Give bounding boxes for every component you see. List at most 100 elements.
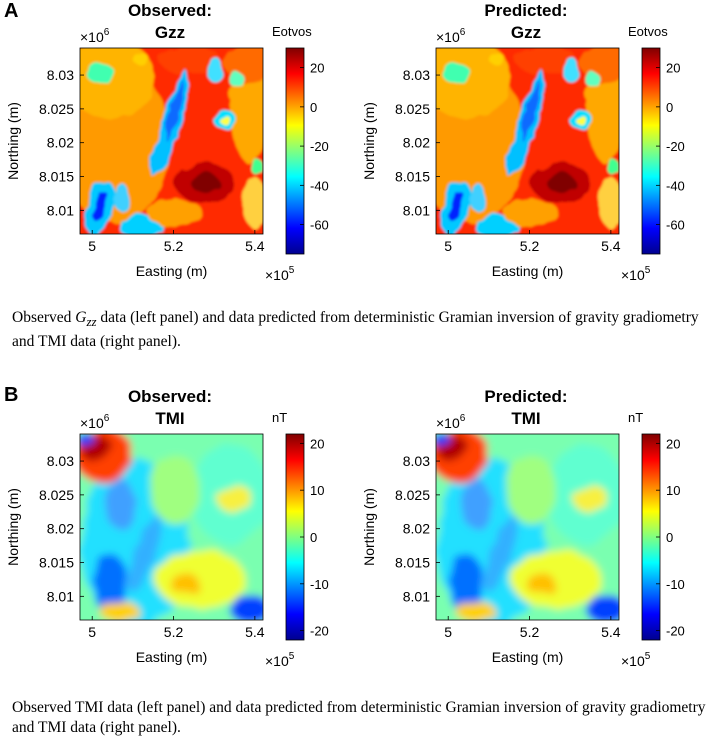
- colorbar-label: Eotvos: [628, 24, 668, 39]
- y-tick-label: 8.02: [403, 135, 430, 151]
- colorbar-tick-label: 20: [666, 61, 680, 76]
- x-tick-label: 5.2: [164, 238, 184, 254]
- x-axis-multiplier: ×105: [621, 265, 651, 283]
- y-tick-label: 8.03: [47, 67, 74, 83]
- panel-a-right-title-line1: Predicted:: [484, 1, 568, 20]
- colorbar-tick-label: 20: [310, 61, 324, 76]
- y-tick-label: 8.02: [403, 521, 430, 537]
- colorbar-label: Eotvos: [272, 24, 312, 39]
- colorbar-tick-label: -40: [310, 178, 329, 193]
- x-tick-label: 5: [88, 238, 96, 254]
- y-tick-label: 8.02: [47, 521, 74, 537]
- heatmap-predicted-tmi: 5 5.2 5.4 8.03 8.025 8.02 8.015 8.01 ×106 ×105 Eas…: [356, 406, 712, 686]
- x-axis-label: Easting (m): [136, 263, 208, 279]
- caption-a-prefix: Observed: [12, 309, 76, 326]
- y-axis-label: Northing (m): [361, 488, 377, 566]
- y-tick-label: 8.015: [39, 169, 74, 185]
- colorbar-tick-label: -20: [310, 624, 329, 639]
- x-tick-label: 5.4: [245, 238, 265, 254]
- y-tick-label: 8.015: [39, 555, 74, 571]
- panel-b-right-title: Predicted: TMI: [426, 386, 626, 430]
- colorbar-tick-label: 0: [666, 530, 673, 545]
- caption-a-symbol: G: [75, 309, 87, 326]
- x-tick-label: 5.2: [520, 238, 540, 254]
- y-tick-label: 8.025: [39, 101, 74, 117]
- x-tick-label: 5.4: [245, 624, 265, 640]
- y-tick-label: 8.025: [395, 101, 430, 117]
- panel-a-left-title-line2: Gzz: [154, 23, 186, 42]
- figure-a-caption: Observed Gzz data (left panel) and data …: [12, 308, 718, 352]
- plot-frame: [79, 47, 264, 235]
- plot-frame: [435, 47, 620, 235]
- figure-b-caption: Observed TMI data (left panel) and data …: [12, 699, 706, 736]
- y-tick-label: 8.01: [403, 588, 430, 604]
- y-axis-label: Northing (m): [361, 102, 377, 180]
- plot-frame: [79, 433, 264, 621]
- y-axis-multiplier: ×106: [436, 27, 466, 45]
- colorbar-tick-label: -20: [310, 139, 329, 154]
- colorbar-tick-label: 0: [310, 100, 317, 115]
- x-axis-multiplier: ×105: [265, 651, 295, 669]
- colorbar-tick-label: 0: [310, 530, 317, 545]
- caption-a-subscript: zz: [86, 314, 97, 330]
- colorbar: [641, 47, 661, 255]
- colorbar-tick-label: 10: [666, 483, 680, 498]
- y-tick-label: 8.015: [395, 169, 430, 185]
- colorbar-tick-label: 20: [310, 436, 324, 451]
- heatmap-observed-gzz: 5 5.2 5.4 8.03 8.025 8.02 8.015 8.01 ×106 ×105 Eas…: [0, 20, 356, 300]
- panel-b-right-title-line1: Predicted:: [484, 387, 568, 406]
- panel-b-right-title-line2: TMI: [511, 409, 541, 428]
- x-tick-label: 5: [88, 624, 96, 640]
- x-tick-label: 5.4: [601, 238, 621, 254]
- panel-a-right-title-line2: Gzz: [510, 23, 542, 42]
- y-tick-label: 8.03: [403, 453, 430, 469]
- x-tick-label: 5.4: [601, 624, 621, 640]
- colorbar-tick-label: 0: [666, 100, 673, 115]
- x-tick-label: 5: [444, 238, 452, 254]
- colorbar-tick-label: -60: [310, 218, 329, 233]
- caption-a-text: data (left panel) and data predicted fro…: [12, 309, 699, 351]
- y-tick-label: 8.015: [395, 555, 430, 571]
- colorbar-tick-label: -20: [666, 139, 685, 154]
- figure-b-label: B: [4, 384, 19, 406]
- panel-b-left-title-line2: TMI: [155, 409, 185, 428]
- y-axis-multiplier: ×106: [436, 413, 466, 431]
- colorbar-tick-label: -20: [666, 624, 685, 639]
- heatmap-predicted-gzz: 5 5.2 5.4 8.03 8.025 8.02 8.015 8.01 ×106 ×105 Eas…: [356, 20, 712, 300]
- x-tick-label: 5.2: [164, 624, 184, 640]
- y-tick-label: 8.02: [47, 135, 74, 151]
- colorbar-tick-label: -10: [310, 577, 329, 592]
- y-axis-label: Northing (m): [5, 488, 21, 566]
- figure-a-label: A: [4, 0, 19, 22]
- y-tick-label: 8.025: [39, 487, 74, 503]
- y-tick-label: 8.01: [47, 588, 74, 604]
- colorbar-tick-label: 10: [310, 483, 324, 498]
- x-axis-multiplier: ×105: [621, 651, 651, 669]
- colorbar-label: nT: [628, 410, 643, 425]
- colorbar-tick-label: -40: [666, 178, 685, 193]
- x-axis-label: Easting (m): [136, 649, 208, 665]
- colorbar-tick-label: -10: [666, 577, 685, 592]
- x-axis-label: Easting (m): [492, 263, 564, 279]
- panel-a-left-title-line1: Observed:: [127, 1, 213, 20]
- panel-b-left-title: Observed: TMI: [70, 386, 270, 430]
- x-tick-label: 5.2: [520, 624, 540, 640]
- colorbar-tick-label: 20: [666, 436, 680, 451]
- colorbar-label: nT: [272, 410, 287, 425]
- colorbar-tick-label: -60: [666, 218, 685, 233]
- y-axis-multiplier: ×106: [80, 27, 110, 45]
- plot-frame: [435, 433, 620, 621]
- y-tick-label: 8.01: [47, 202, 74, 218]
- panel-a-right-title: Predicted: Gzz: [426, 0, 626, 44]
- y-tick-label: 8.01: [403, 202, 430, 218]
- colorbar: [285, 47, 305, 255]
- y-axis-label: Northing (m): [5, 102, 21, 180]
- y-tick-label: 8.025: [395, 487, 430, 503]
- y-tick-label: 8.03: [403, 67, 430, 83]
- panel-a-left-title: Observed: Gzz: [70, 0, 270, 44]
- y-axis-multiplier: ×106: [80, 413, 110, 431]
- x-tick-label: 5: [444, 624, 452, 640]
- y-tick-label: 8.03: [47, 453, 74, 469]
- x-axis-label: Easting (m): [492, 649, 564, 665]
- heatmap-observed-tmi: 5 5.2 5.4 8.03 8.025 8.02 8.015 8.01 ×106 ×105 Eas…: [0, 406, 356, 686]
